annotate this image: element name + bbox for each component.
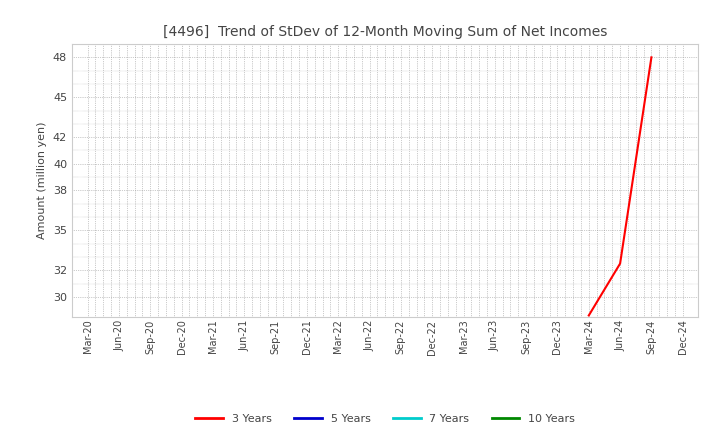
Title: [4496]  Trend of StDev of 12-Month Moving Sum of Net Incomes: [4496] Trend of StDev of 12-Month Moving…: [163, 25, 608, 39]
Legend: 3 Years, 5 Years, 7 Years, 10 Years: 3 Years, 5 Years, 7 Years, 10 Years: [191, 410, 580, 429]
Y-axis label: Amount (million yen): Amount (million yen): [37, 121, 48, 239]
